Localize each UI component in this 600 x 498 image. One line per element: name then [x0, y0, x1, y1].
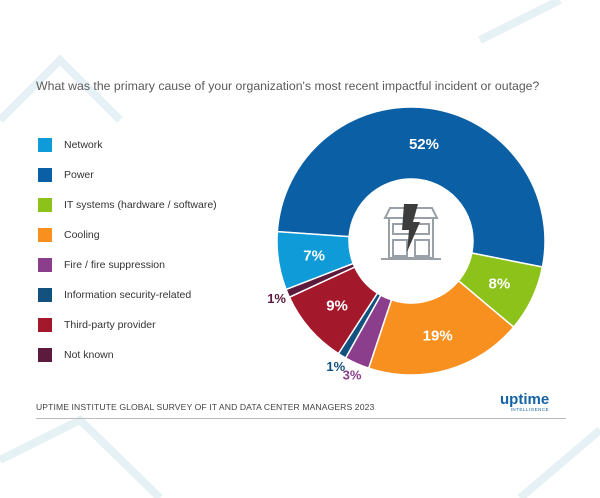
legend: Network Power IT systems (hardware / softw… — [38, 130, 217, 370]
footer-divider — [36, 418, 566, 419]
logo-word: uptime — [500, 391, 550, 408]
legend-swatch — [38, 228, 52, 242]
legend-item: Cooling — [38, 220, 217, 250]
legend-item: Not known — [38, 340, 217, 370]
data-label: 8% — [489, 275, 511, 292]
logo-sub: INTELLIGENCE — [510, 407, 550, 412]
legend-swatch — [38, 198, 52, 212]
chart-title: What was the primary cause of your organ… — [36, 79, 540, 93]
legend-label: Fire / fire suppression — [64, 259, 165, 271]
data-label: 1% — [267, 291, 286, 306]
footer-source: UPTIME INSTITUTE GLOBAL SURVEY OF IT AND… — [36, 402, 375, 412]
legend-item: Third-party provider — [38, 310, 217, 340]
datacenter-lightning-icon — [381, 204, 441, 260]
data-label: 9% — [326, 297, 348, 314]
legend-item: IT systems (hardware / software) — [38, 190, 217, 220]
legend-item: Power — [38, 160, 217, 190]
data-label: 3% — [343, 368, 362, 383]
legend-label: Third-party provider — [64, 319, 156, 331]
legend-label: Not known — [64, 349, 114, 361]
legend-swatch — [38, 348, 52, 362]
legend-label: Cooling — [64, 229, 100, 241]
data-label: 19% — [423, 327, 453, 344]
legend-label: Power — [64, 169, 94, 181]
slice-network — [276, 230, 355, 291]
legend-swatch — [38, 258, 52, 272]
data-label: 7% — [303, 248, 325, 265]
legend-item: Fire / fire suppression — [38, 250, 217, 280]
slice-power — [276, 106, 546, 268]
legend-swatch — [38, 138, 52, 152]
data-label: 52% — [409, 136, 439, 153]
legend-item: Network — [38, 130, 217, 160]
data-label: 1% — [326, 359, 345, 374]
legend-item: Information security-related — [38, 280, 217, 310]
slice-cooling — [367, 279, 515, 376]
legend-swatch — [38, 318, 52, 332]
legend-label: Network — [64, 139, 103, 151]
legend-label: IT systems (hardware / software) — [64, 199, 217, 211]
uptime-logo: uptime INTELLIGENCE — [500, 392, 549, 412]
legend-swatch — [38, 168, 52, 182]
legend-swatch — [38, 288, 52, 302]
legend-label: Information security-related — [64, 289, 192, 301]
